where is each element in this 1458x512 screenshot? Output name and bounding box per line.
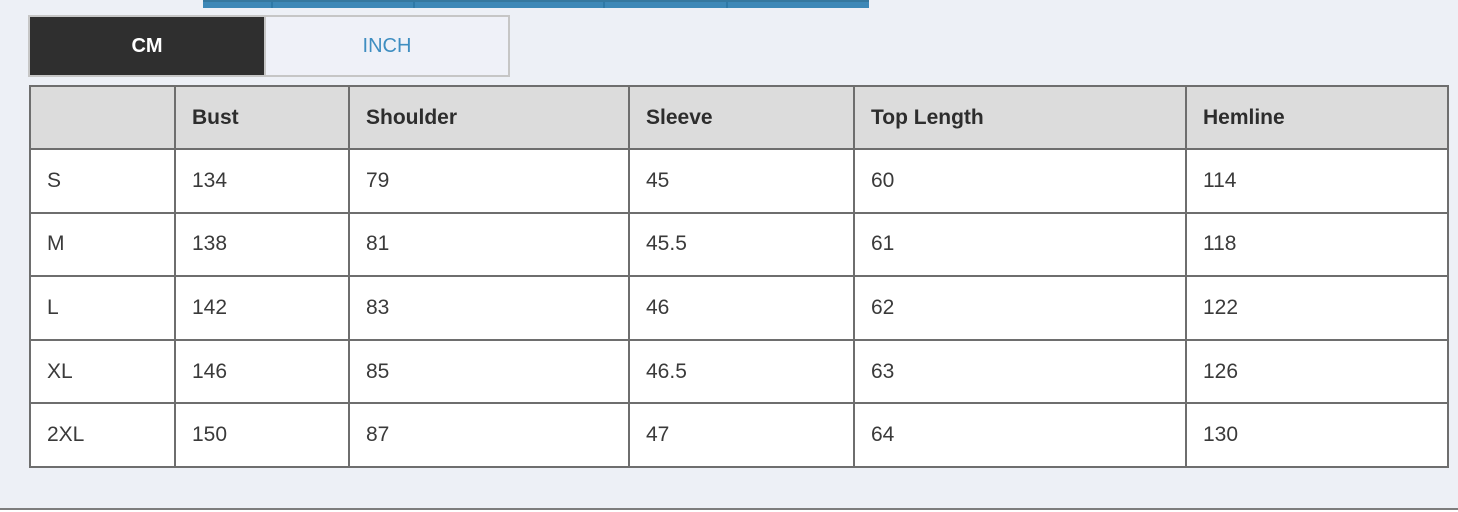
measurement-cell: 45 — [628, 148, 855, 214]
measurement-cell: 46.5 — [628, 338, 855, 405]
size-chart-header-row: Bust Shoulder Sleeve Top Length Hemline — [29, 85, 1449, 150]
size-row-m: M 138 81 45.5 61 118 — [29, 211, 1449, 278]
measurement-cell: 62 — [853, 275, 1187, 341]
measurement-cell: 79 — [348, 148, 630, 214]
measurement-cell: 60 — [853, 148, 1187, 214]
measurement-cell: 138 — [174, 211, 350, 278]
top-tab-segment-2[interactable] — [273, 2, 415, 8]
measurement-cell: 61 — [853, 211, 1187, 278]
measurement-cell: 146 — [174, 338, 350, 405]
size-label-cell: S — [29, 148, 176, 214]
measurement-cell: 63 — [853, 338, 1187, 405]
column-header-top-length: Top Length — [853, 85, 1187, 150]
measurement-cell: 126 — [1185, 338, 1449, 405]
size-row-2xl: 2XL 150 87 47 64 130 — [29, 402, 1449, 468]
top-tab-segment-3[interactable] — [415, 2, 605, 8]
size-chart-table: Bust Shoulder Sleeve Top Length Hemline S 134… — [29, 85, 1449, 468]
measurement-cell: 134 — [174, 148, 350, 214]
size-label-cell: XL — [29, 338, 176, 405]
measurement-cell: 46 — [628, 275, 855, 341]
size-row-l: L 142 83 46 62 122 — [29, 275, 1449, 341]
measurement-cell: 114 — [1185, 148, 1449, 214]
measurement-cell: 122 — [1185, 275, 1449, 341]
size-label-cell: 2XL — [29, 402, 176, 468]
measurement-cell: 87 — [348, 402, 630, 468]
measurement-cell: 142 — [174, 275, 350, 341]
measurement-cell: 85 — [348, 338, 630, 405]
bottom-section-divider — [0, 508, 1458, 510]
size-row-xl: XL 146 85 46.5 63 126 — [29, 338, 1449, 405]
unit-toggle: CM INCH — [28, 15, 510, 77]
measurement-cell: 81 — [348, 211, 630, 278]
bottom-white-strip — [0, 510, 1458, 512]
measurement-cell: 150 — [174, 402, 350, 468]
tab-cm[interactable]: CM — [30, 17, 266, 75]
measurement-cell: 47 — [628, 402, 855, 468]
column-header-bust: Bust — [174, 85, 350, 150]
top-tab-segment-5[interactable] — [728, 2, 869, 8]
measurement-cell: 118 — [1185, 211, 1449, 278]
top-tab-strip — [203, 0, 869, 8]
size-label-cell: L — [29, 275, 176, 341]
column-header-sleeve: Sleeve — [628, 85, 855, 150]
column-header-empty — [29, 85, 176, 150]
measurement-cell: 64 — [853, 402, 1187, 468]
size-label-cell: M — [29, 211, 176, 278]
measurement-cell: 83 — [348, 275, 630, 341]
column-header-shoulder: Shoulder — [348, 85, 630, 150]
top-tab-segment-1[interactable] — [203, 2, 273, 8]
measurement-cell: 130 — [1185, 402, 1449, 468]
size-row-s: S 134 79 45 60 114 — [29, 148, 1449, 214]
tab-inch[interactable]: INCH — [266, 17, 508, 75]
column-header-hemline: Hemline — [1185, 85, 1449, 150]
top-tab-segment-4[interactable] — [605, 2, 728, 8]
measurement-cell: 45.5 — [628, 211, 855, 278]
